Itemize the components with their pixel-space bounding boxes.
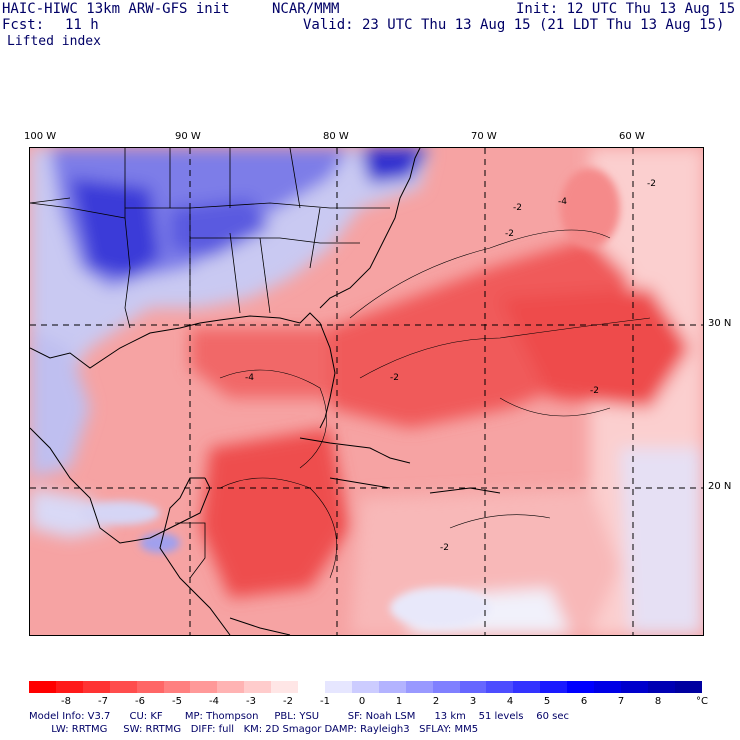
colorbar-tick-label: -5 — [172, 696, 182, 707]
field-shading — [30, 148, 703, 635]
colorbar-swatch — [271, 681, 299, 693]
colorbar-swatch — [647, 681, 675, 693]
colorbar-tick-label: -2 — [283, 696, 293, 707]
colorbar-swatch — [29, 681, 56, 693]
model-info-line1: Model Info: V3.7 CU: KF MP: Thompson PBL… — [29, 711, 569, 722]
colorbar-swatch — [351, 681, 379, 693]
lon-label: 60 W — [619, 131, 645, 142]
fcst-label: Fcst: — [2, 17, 45, 33]
colorbar-swatch — [190, 681, 218, 693]
colorbar-swatch — [674, 681, 702, 693]
colorbar-swatch — [459, 681, 487, 693]
lon-label: 70 W — [471, 131, 497, 142]
lifted-index-map: -2 -4 -2 -2 -2 -4 -2 -2 — [29, 147, 704, 636]
colorbar-swatch — [55, 681, 83, 693]
contour-label: -4 — [245, 373, 254, 383]
lat-label: 20 N — [708, 481, 732, 492]
colorbar-swatch — [82, 681, 110, 693]
contour-label: -2 — [390, 373, 399, 383]
lat-lon-grid — [30, 148, 703, 635]
valid-time: Valid: 23 UTC Thu 13 Aug 15 (21 LDT Thu … — [303, 17, 725, 33]
map-canvas: -2 -4 -2 -2 -2 -4 -2 -2 — [30, 148, 703, 635]
colorbar-unit: °C — [696, 696, 708, 707]
fcst-value: 11 h — [65, 17, 99, 33]
lon-label: 90 W — [175, 131, 201, 142]
colorbar-swatch — [244, 681, 272, 693]
colorbar-tick-label: 4 — [506, 696, 514, 707]
colorbar — [29, 681, 702, 693]
coastlines — [30, 148, 501, 635]
contour-label: -2 — [505, 229, 514, 239]
model-title: HAIC-HIWC 13km ARW-GFS init — [2, 1, 230, 17]
colorbar-swatch — [486, 681, 514, 693]
colorbar-tick-label: 1 — [395, 696, 403, 707]
contour-label: -2 — [440, 543, 449, 553]
colorbar-tick-label: 0 — [358, 696, 366, 707]
org-label: NCAR/MMM — [272, 1, 340, 17]
lat-label: 30 N — [708, 318, 732, 329]
colorbar-swatch — [136, 681, 164, 693]
colorbar-tick-label: 2 — [432, 696, 440, 707]
colorbar-swatch — [513, 681, 541, 693]
colorbar-swatch — [378, 681, 406, 693]
li-contours — [219, 229, 651, 579]
field-name: Lifted index — [7, 34, 101, 49]
colorbar-swatch — [163, 681, 191, 693]
contour-label: -2 — [513, 203, 522, 213]
colorbar-swatch — [540, 681, 568, 693]
colorbar-swatch — [567, 681, 595, 693]
colorbar-tick-label: -3 — [246, 696, 256, 707]
contour-label: -2 — [590, 386, 599, 396]
lon-label: 100 W — [24, 131, 57, 142]
colorbar-swatch — [217, 681, 245, 693]
contour-label: -2 — [647, 179, 656, 189]
colorbar-swatch — [620, 681, 648, 693]
colorbar-swatch — [109, 681, 137, 693]
colorbar-swatch — [405, 681, 433, 693]
colorbar-tick-label: 7 — [617, 696, 625, 707]
model-info-line2: LW: RRTMG SW: RRTMG DIFF: full KM: 2D Sm… — [29, 724, 479, 735]
init-time: Init: 12 UTC Thu 13 Aug 15 — [516, 1, 736, 17]
colorbar-tick-label: 5 — [543, 696, 551, 707]
colorbar-tick-label: 3 — [469, 696, 477, 707]
borders — [30, 148, 390, 579]
contour-label: -4 — [558, 197, 567, 207]
colorbar-tick-label: 6 — [580, 696, 588, 707]
colorbar-swatch — [324, 681, 352, 693]
colorbar-tick-label: 8 — [654, 696, 662, 707]
field-detail — [80, 168, 620, 628]
colorbar-swatch — [594, 681, 621, 693]
colorbar-tick-label: -4 — [209, 696, 219, 707]
lon-label: 80 W — [323, 131, 349, 142]
colorbar-swatch — [298, 681, 325, 693]
colorbar-tick-label: -1 — [320, 696, 330, 707]
colorbar-swatch — [432, 681, 460, 693]
colorbar-tick-label: -7 — [98, 696, 108, 707]
colorbar-tick-label: -8 — [61, 696, 71, 707]
contour-label-layer: -2 -4 -2 -2 -2 -4 -2 -2 — [245, 179, 656, 553]
colorbar-tick-label: -6 — [135, 696, 145, 707]
